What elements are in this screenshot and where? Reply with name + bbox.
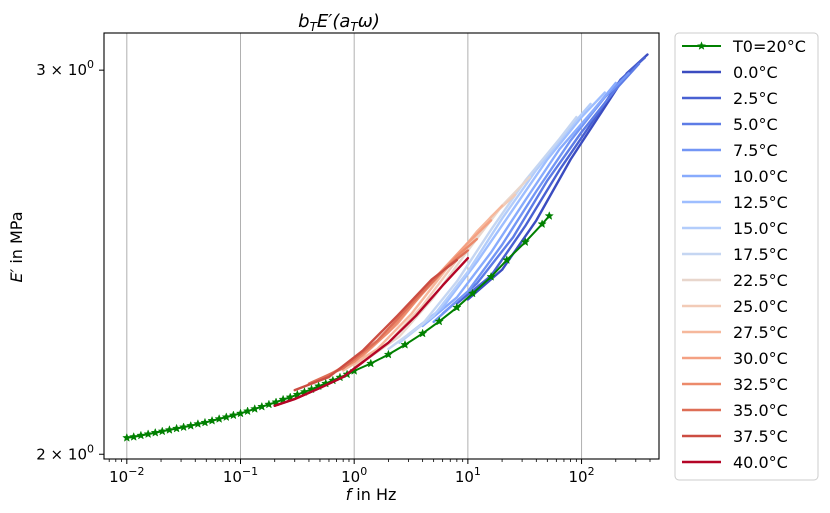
reference-marker <box>278 394 288 404</box>
reference-marker <box>122 432 132 442</box>
reference-marker <box>214 414 224 423</box>
legend: T0=20°C 0.0°C 2.5°C 5.0°C 7.5°C 10.0°C 12.5°C 1… <box>674 32 819 481</box>
reference-marker <box>171 423 182 433</box>
reference-marker <box>157 426 167 436</box>
reference-marker <box>207 415 217 425</box>
legend-label: 40.0°C <box>733 453 788 472</box>
y-tick-label: 3 × 100 <box>36 58 94 79</box>
series-line <box>398 102 592 344</box>
plot-area-frame <box>103 32 660 460</box>
reference-marker <box>400 339 410 349</box>
x-tick-label: 10−2 <box>109 465 144 486</box>
legend-label: 27.5°C <box>733 323 788 342</box>
y-axis-label: E′ in MPa <box>7 211 26 282</box>
legend-item: 35.0°C <box>682 401 788 420</box>
x-tick-label: 101 <box>455 465 481 486</box>
legend-item: 17.5°C <box>682 245 788 264</box>
series-line-overlay <box>273 360 365 407</box>
legend-label: 22.5°C <box>733 271 788 290</box>
y-tick-label: 2 × 100 <box>36 442 94 463</box>
legend-label: 2.5°C <box>733 89 778 108</box>
reference-marker <box>383 349 394 359</box>
legend-item: 40.0°C <box>682 453 788 472</box>
legend-label: 30.0°C <box>733 349 788 368</box>
legend-label: 17.5°C <box>733 245 788 264</box>
reference-marker <box>285 392 295 402</box>
legend-item: 5.0°C <box>682 115 778 134</box>
legend-label: 5.0°C <box>733 115 778 134</box>
reference-marker <box>250 404 260 413</box>
reference-marker <box>164 425 175 434</box>
series-line <box>293 258 459 392</box>
legend-item: 15.0°C <box>682 219 788 238</box>
legend-label: 12.5°C <box>733 193 788 212</box>
x-tick-label: 102 <box>569 465 595 486</box>
legend-label: 7.5°C <box>733 141 778 160</box>
x-tick-label: 100 <box>341 465 367 486</box>
legend-label: 32.5°C <box>733 375 788 394</box>
reference-marker <box>366 358 376 368</box>
legend-item: 27.5°C <box>682 323 788 342</box>
legend-item: 2.5°C <box>682 89 778 108</box>
reference-marker <box>520 237 530 247</box>
legend-item: 37.5°C <box>682 427 788 446</box>
x-tick-label: 10−1 <box>223 465 258 486</box>
legend-label: 37.5°C <box>733 427 788 446</box>
legend-label: 0.0°C <box>733 63 778 82</box>
series-layer <box>126 53 649 439</box>
grid-lines <box>126 33 583 459</box>
reference-marker <box>264 399 274 409</box>
reference-marker <box>178 422 189 432</box>
reference-marker <box>186 420 196 430</box>
reference-marker <box>434 316 444 326</box>
reference-marker <box>143 429 153 439</box>
reference-marker <box>200 417 210 427</box>
series-line <box>387 115 578 351</box>
legend-item: 10.0°C <box>682 167 788 186</box>
reference-marker <box>537 219 547 229</box>
reference-marker <box>242 406 253 416</box>
series-line <box>441 62 641 315</box>
reference-marker <box>544 211 554 220</box>
reference-marker <box>150 427 160 437</box>
legend-item: 0.0°C <box>682 63 778 82</box>
series-line <box>341 204 504 372</box>
reference-marker <box>228 410 239 420</box>
legend-label: 10.0°C <box>733 167 788 186</box>
legend-label: T0=20°C <box>732 37 806 56</box>
legend-frame <box>674 32 819 481</box>
series-line <box>466 53 649 301</box>
reference-marker <box>452 302 462 312</box>
x-axis-label: f in Hz <box>346 485 397 504</box>
legend-label: 35.0°C <box>733 401 788 420</box>
reference-marker <box>221 412 231 422</box>
series-line <box>407 91 606 336</box>
reference-marker <box>292 389 302 399</box>
reference-marker <box>257 401 267 411</box>
reference-marker <box>235 408 246 418</box>
chart-title: bTE′(aTω) <box>298 11 380 34</box>
series-line <box>421 81 617 328</box>
legend-item: 22.5°C <box>682 271 788 290</box>
reference-marker <box>129 431 139 441</box>
legend-star-marker <box>697 41 706 50</box>
reference-marker <box>271 397 281 407</box>
legend-item: 7.5°C <box>682 141 778 160</box>
legend-item: 32.5°C <box>682 375 788 394</box>
legend-label: 25.0°C <box>733 297 788 316</box>
legend-item: 30.0°C <box>682 349 788 368</box>
reference-marker <box>136 430 146 440</box>
reference-marker <box>502 255 512 265</box>
legend-label: 15.0°C <box>733 219 788 238</box>
reference-marker <box>486 271 496 281</box>
axis-ticks: 10−2 10−1 100 101 102 2 × 100 3 × 100 <box>36 58 651 486</box>
legend-item: 25.0°C <box>682 297 788 316</box>
reference-markers <box>122 211 554 442</box>
reference-marker <box>467 288 478 298</box>
legend-item: T0=20°C <box>682 37 806 56</box>
reference-marker <box>193 419 203 428</box>
legend-item: 12.5°C <box>682 193 788 212</box>
reference-marker <box>417 328 428 338</box>
